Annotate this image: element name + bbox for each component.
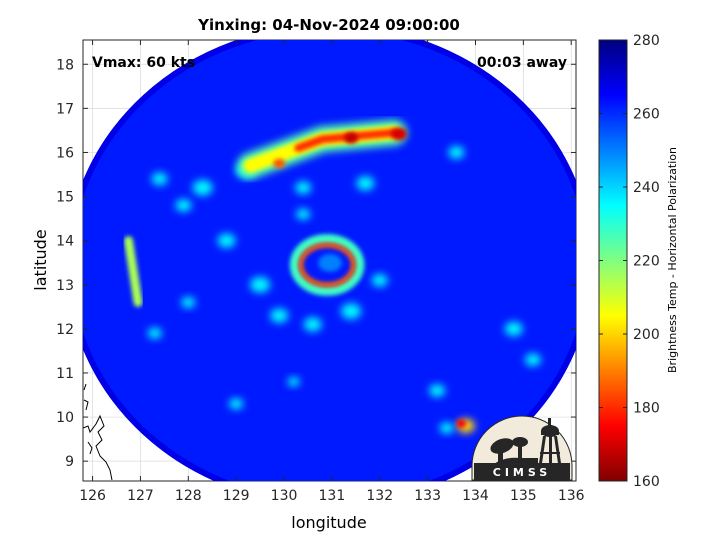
y-axis-label: latitude [31,229,50,290]
x-tick-label: 131 [319,488,346,504]
convective-cell [524,353,541,367]
eyewall-ring [298,242,356,288]
y-tick-label: 12 [56,322,74,338]
colorbar-tick-label: 280 [633,33,660,49]
convective-cell [217,233,236,248]
y-tick-label: 16 [56,145,74,161]
convective-cell [504,321,523,337]
storm-features [123,119,541,434]
convective-cell [296,208,311,220]
colorbar-tick-label: 260 [633,107,660,123]
x-tick-label: 134 [462,488,489,504]
colorbar-label: Brightness Temp - Horizontal Polarizatio… [666,147,679,373]
convective-cell [429,384,446,397]
y-tick-label: 14 [56,234,74,250]
x-tick-label: 130 [271,488,298,504]
x-axis-label: longitude [291,513,366,532]
x-tick-label: 135 [510,488,537,504]
convective-cell [151,172,168,186]
colorbar-tick-label: 240 [633,180,660,196]
x-tick-label: 127 [127,488,154,504]
colorbar-tick-label: 160 [633,474,660,490]
convective-cell [175,198,192,212]
y-tick-label: 17 [56,101,74,117]
colorbar [598,39,628,482]
convective-cell [181,296,196,308]
convective-cell [270,308,289,323]
time-away-annotation: 00:03 away [477,55,567,71]
eyewall-outer [289,234,365,296]
southeast-convection-core [456,419,467,428]
y-tick-label: 15 [56,190,74,206]
y-tick-label: 18 [56,57,74,73]
storm-eye [318,253,342,272]
coastline-mindanao [83,414,113,481]
convective-cell [287,376,300,387]
y-tick-label: 9 [65,454,74,470]
rainband-hotspot [273,158,286,169]
convective-cell [147,327,162,339]
convective-cell [295,181,312,195]
logo-banner [474,463,570,480]
x-tick-label: 128 [175,488,202,504]
y-tick-label: 10 [56,410,74,426]
coastline-island [83,383,89,411]
rainband-hotspot [390,127,407,141]
colorbar-ticks: 160 180 200 220 240 260 280 [599,33,660,490]
convective-cell [303,317,322,332]
y-axis-ticks: 9 10 11 12 13 14 15 16 17 18 [56,57,576,470]
colorbar-tick-label: 220 [633,254,660,270]
x-axis-ticks: 126 127 128 129 130 131 132 133 134 135 136 [79,40,585,504]
x-tick-label: 129 [223,488,250,504]
convective-cell [448,146,465,159]
convective-cell [371,273,388,287]
x-tick-label: 133 [414,488,441,504]
x-tick-label: 132 [366,488,393,504]
convective-cell [341,303,362,320]
y-tick-label: 13 [56,278,74,294]
chart-title: Yinxing: 04-Nov-2024 09:00:00 [197,16,460,34]
convective-cell [356,176,375,191]
x-tick-label: 136 [558,488,585,504]
x-tick-label: 126 [79,488,106,504]
western-strip [123,236,143,307]
colorbar-tick-label: 180 [633,401,660,417]
water-tower-icon [538,418,562,470]
convective-cell [250,276,271,293]
vmax-annotation: Vmax: 60 kts [92,55,195,71]
y-tick-label: 11 [56,366,74,382]
coastline [83,383,113,481]
southeast-convection-edge [439,422,454,434]
rainband-hotspot [344,132,359,144]
convective-cell [192,179,213,196]
logo-text: CIMSS [493,466,551,479]
coastline-bay [87,441,93,455]
colorbar-tick-label: 200 [633,327,660,343]
cimss-logo: CIMSS [471,415,573,481]
convective-cell [229,398,244,410]
